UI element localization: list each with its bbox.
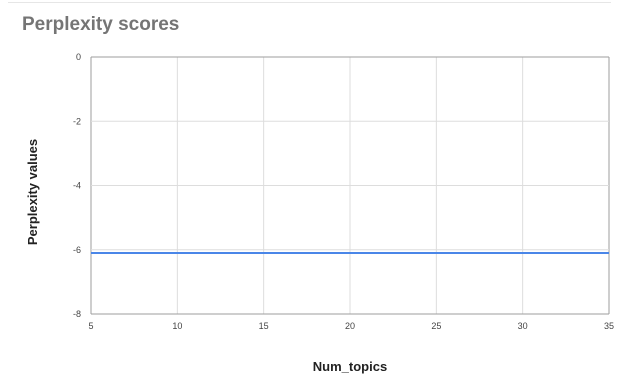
x-tick-label: 10 [172, 321, 182, 331]
y-tick-label: -2 [73, 116, 81, 126]
x-tick-label: 25 [431, 321, 441, 331]
x-tick-label: 35 [604, 321, 614, 331]
top-divider [8, 2, 611, 3]
x-axis-title: Num_topics [313, 359, 387, 374]
x-tick-label: 20 [345, 321, 355, 331]
x-tick-label: 30 [518, 321, 528, 331]
y-axis-title: Perplexity values [25, 139, 40, 245]
y-tick-label: 0 [76, 52, 81, 62]
chart-title: Perplexity scores [22, 14, 180, 35]
x-tick-label: 15 [259, 321, 269, 331]
y-tick-label: -6 [73, 245, 81, 255]
x-tick-label: 5 [88, 321, 93, 331]
tick-layer: 5 10 15 20 25 30 35 0 -2 -4 -6 -8 [73, 52, 614, 331]
grid-layer [90, 56, 610, 315]
y-tick-label: -4 [73, 181, 81, 191]
y-tick-label: -8 [73, 309, 81, 319]
